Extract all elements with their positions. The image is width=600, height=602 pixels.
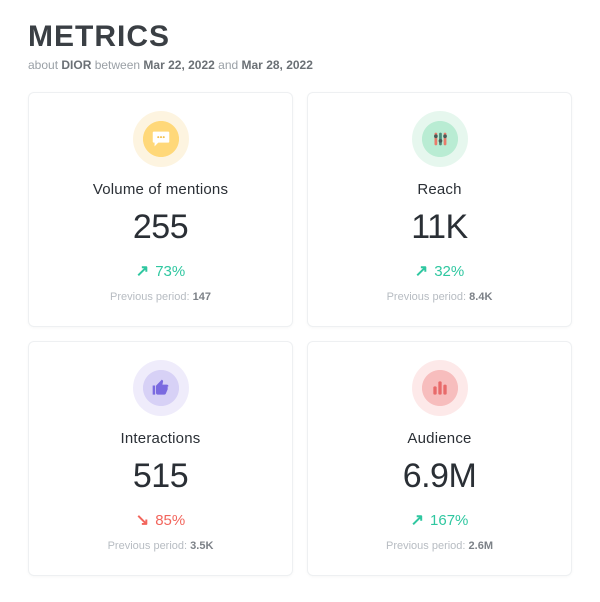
thumbs-up-icon	[133, 360, 189, 416]
card-title: Reach	[417, 181, 461, 198]
date-start: Mar 22, 2022	[143, 58, 214, 72]
delta-value: 73%	[155, 263, 185, 280]
speech-bubble-icon	[133, 111, 189, 167]
delta: ↗ 167%	[411, 510, 469, 530]
brand-name: DIOR	[61, 58, 91, 72]
previous-period: Previous period: 3.5K	[108, 540, 214, 552]
delta-value: 167%	[430, 512, 468, 529]
arrow-down-icon: ↘	[136, 510, 149, 530]
metrics-grid: Volume of mentions 255 ↗ 73% Previous pe…	[28, 92, 572, 576]
previous-period: Previous period: 8.4K	[387, 291, 493, 303]
arrow-up-icon: ↗	[136, 261, 149, 281]
card-reach[interactable]: Reach 11K ↗ 32% Previous period: 8.4K	[307, 92, 572, 327]
prev-label: Previous period:	[387, 291, 467, 303]
card-interactions[interactable]: Interactions 515 ↘ 85% Previous period: …	[28, 341, 293, 576]
bars-icon	[412, 360, 468, 416]
card-title: Audience	[407, 430, 471, 447]
sub-prefix: about	[28, 58, 61, 72]
page-title: METRICS	[28, 20, 572, 54]
prev-label: Previous period:	[108, 540, 188, 552]
card-value: 255	[133, 208, 188, 247]
page-subtitle: about DIOR between Mar 22, 2022 and Mar …	[28, 58, 572, 72]
sliders-icon	[412, 111, 468, 167]
previous-period: Previous period: 2.6M	[386, 540, 493, 552]
delta-value: 32%	[434, 263, 464, 280]
card-mentions[interactable]: Volume of mentions 255 ↗ 73% Previous pe…	[28, 92, 293, 327]
previous-period: Previous period: 147	[110, 291, 211, 303]
sub-and: and	[215, 58, 242, 72]
delta: ↗ 32%	[415, 261, 464, 281]
prev-value: 8.4K	[469, 291, 492, 303]
card-value: 515	[133, 457, 188, 496]
prev-value: 3.5K	[190, 540, 213, 552]
card-title: Volume of mentions	[93, 181, 228, 198]
prev-label: Previous period:	[386, 540, 466, 552]
card-audience[interactable]: Audience 6.9M ↗ 167% Previous period: 2.…	[307, 341, 572, 576]
delta: ↘ 85%	[136, 510, 185, 530]
delta-value: 85%	[155, 512, 185, 529]
arrow-up-icon: ↗	[415, 261, 428, 281]
card-value: 6.9M	[403, 457, 477, 496]
delta: ↗ 73%	[136, 261, 185, 281]
prev-value: 2.6M	[469, 540, 493, 552]
card-title: Interactions	[121, 430, 201, 447]
card-value: 11K	[411, 208, 467, 247]
arrow-up-icon: ↗	[411, 510, 424, 530]
prev-label: Previous period:	[110, 291, 190, 303]
date-end: Mar 28, 2022	[242, 58, 313, 72]
sub-mid: between	[91, 58, 143, 72]
prev-value: 147	[193, 291, 211, 303]
